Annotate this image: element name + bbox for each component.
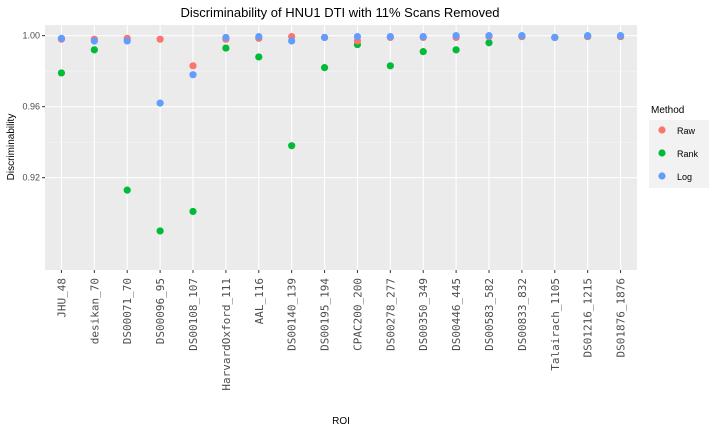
x-tick-label: DS00096_95 [154,278,167,344]
x-tick-label: AAL_116 [253,278,266,324]
point-log [57,34,66,42]
x-tick-label: DS00071_70 [121,278,134,344]
point-log [386,32,394,41]
point-rank [156,227,164,235]
point-log [189,71,197,79]
y-tick-label: 0.92 [22,173,40,183]
legend-label-raw: Raw [677,126,696,136]
point-rank [255,53,263,61]
point-rank [419,48,427,56]
point-log [320,33,329,42]
point-log [485,32,493,40]
legend-marker-rank [658,149,666,157]
point-rank [452,46,460,54]
x-tick-label: DS00195_194 [319,278,332,351]
point-log [584,32,592,40]
x-tick-label: desikan_70 [88,278,101,344]
x-tick-label: DS00278_277 [384,278,397,351]
point-log [222,33,230,42]
x-tick-label: JHU_48 [55,278,68,318]
legend: Method Raw Rank Log [649,105,709,188]
point-raw [189,62,197,70]
x-tick-label: Talairach_1105 [549,278,562,371]
point-log [353,32,362,41]
legend-label-log: Log [677,172,692,182]
point-rank [320,64,329,72]
point-rank [485,39,493,47]
x-tick-label: HarvardOxford_111 [220,278,233,391]
y-axis-title: Discriminability [6,114,17,181]
legend-marker-raw [658,126,666,134]
plot-panel [45,25,637,270]
point-rank [123,186,131,194]
point-rank [386,62,394,70]
point-log [123,37,131,45]
x-tick-label: CPAC200_200 [351,278,364,351]
point-log [255,32,263,41]
point-log [518,32,526,40]
x-tick-label: DS00140_139 [286,278,299,351]
legend-title: Method [651,105,684,116]
point-log [419,32,427,41]
point-rank [90,46,98,54]
y-tick-label: 0.96 [22,102,40,112]
x-tick-label: DS00583_582 [483,278,496,351]
point-rank [57,69,66,77]
chart-title: Discriminability of HNU1 DTI with 11% Sc… [180,5,499,20]
x-tick-label: DS00833_832 [516,278,529,351]
x-tick-label: DS01216_1215 [582,278,595,357]
point-log [551,33,559,42]
x-tick-label: DS01876_1876 [615,278,628,357]
data-points [57,32,625,235]
point-log [288,37,296,45]
y-tick-label: 1.00 [22,31,40,41]
point-log [616,32,625,40]
point-raw [156,35,164,43]
legend-marker-log [658,172,666,180]
point-log [156,99,164,107]
x-tick-label: DS00446_445 [450,278,463,351]
legend-label-rank: Rank [677,149,699,159]
point-log [452,32,460,40]
x-axis: JHU_48 desikan_70 DS00071_70 DS00096_95 DS00… [55,270,628,391]
y-axis: 0.92 0.96 1.00 [22,31,45,183]
point-rank [288,142,296,150]
x-tick-label: DS00108_107 [187,278,200,351]
x-axis-title: ROI [332,416,350,427]
point-log [90,37,98,45]
point-rank [189,207,197,216]
x-tick-label: DS00350_349 [417,278,430,351]
point-rank [222,44,230,52]
